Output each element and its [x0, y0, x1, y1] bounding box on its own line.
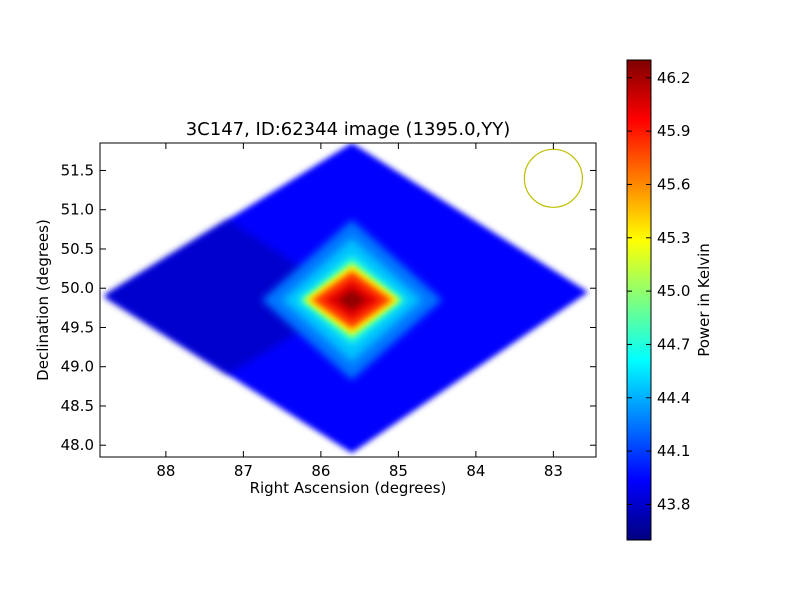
x-tick-label: 84 — [466, 462, 485, 480]
x-tick-label: 87 — [234, 462, 253, 480]
y-axis-label: Declination (degrees) — [34, 219, 52, 381]
colorbar-tick-label: 45.6 — [657, 175, 690, 193]
y-axis-ticks: 48.0 48.5 49.0 49.5 50.0 50.5 51.0 51.5 — [61, 161, 596, 454]
colorbar-tick-label: 44.1 — [657, 442, 690, 460]
colorbar-label: Power in Kelvin — [695, 243, 713, 357]
colorbar-tick-label: 44.4 — [657, 389, 690, 407]
colorbar-tick-label: 44.7 — [657, 335, 690, 353]
x-tick-label: 88 — [156, 462, 175, 480]
x-tick-label: 83 — [544, 462, 563, 480]
colorbar-ticks: 43.8 44.1 44.4 44.7 45.0 45.3 45.6 45.9 46.2 — [627, 69, 690, 513]
y-tick-label: 50.5 — [61, 240, 94, 258]
colorbar-tick-label: 45.9 — [657, 122, 690, 140]
x-axis-label: Right Ascension (degrees) — [250, 479, 447, 497]
heatmap-image — [103, 143, 589, 454]
y-tick-label: 50.0 — [61, 279, 94, 297]
x-tick-label: 85 — [389, 462, 408, 480]
peak-contour — [337, 290, 366, 310]
colorbar — [626, 59, 652, 541]
beam-circle — [523, 148, 583, 208]
colorbar-tick-label: 45.3 — [657, 229, 690, 247]
colorbar-tick-label: 46.2 — [657, 69, 690, 87]
colorbar-tick-label: 45.0 — [657, 282, 690, 300]
colorbar-tick-label: 43.8 — [657, 495, 690, 513]
y-tick-label: 51.5 — [61, 161, 94, 179]
x-axis-ticks: 88 87 86 85 84 83 — [156, 143, 563, 480]
plot-frame — [99, 142, 597, 458]
y-tick-label: 48.5 — [61, 397, 94, 415]
x-tick-label: 86 — [311, 462, 330, 480]
chart-title: 3C147, ID:62344 image (1395.0,YY) — [186, 119, 511, 140]
low-power-region — [103, 219, 352, 375]
y-tick-label: 51.0 — [61, 201, 94, 219]
y-tick-label: 49.5 — [61, 318, 94, 336]
y-tick-label: 48.0 — [61, 436, 94, 454]
y-tick-label: 49.0 — [61, 358, 94, 376]
